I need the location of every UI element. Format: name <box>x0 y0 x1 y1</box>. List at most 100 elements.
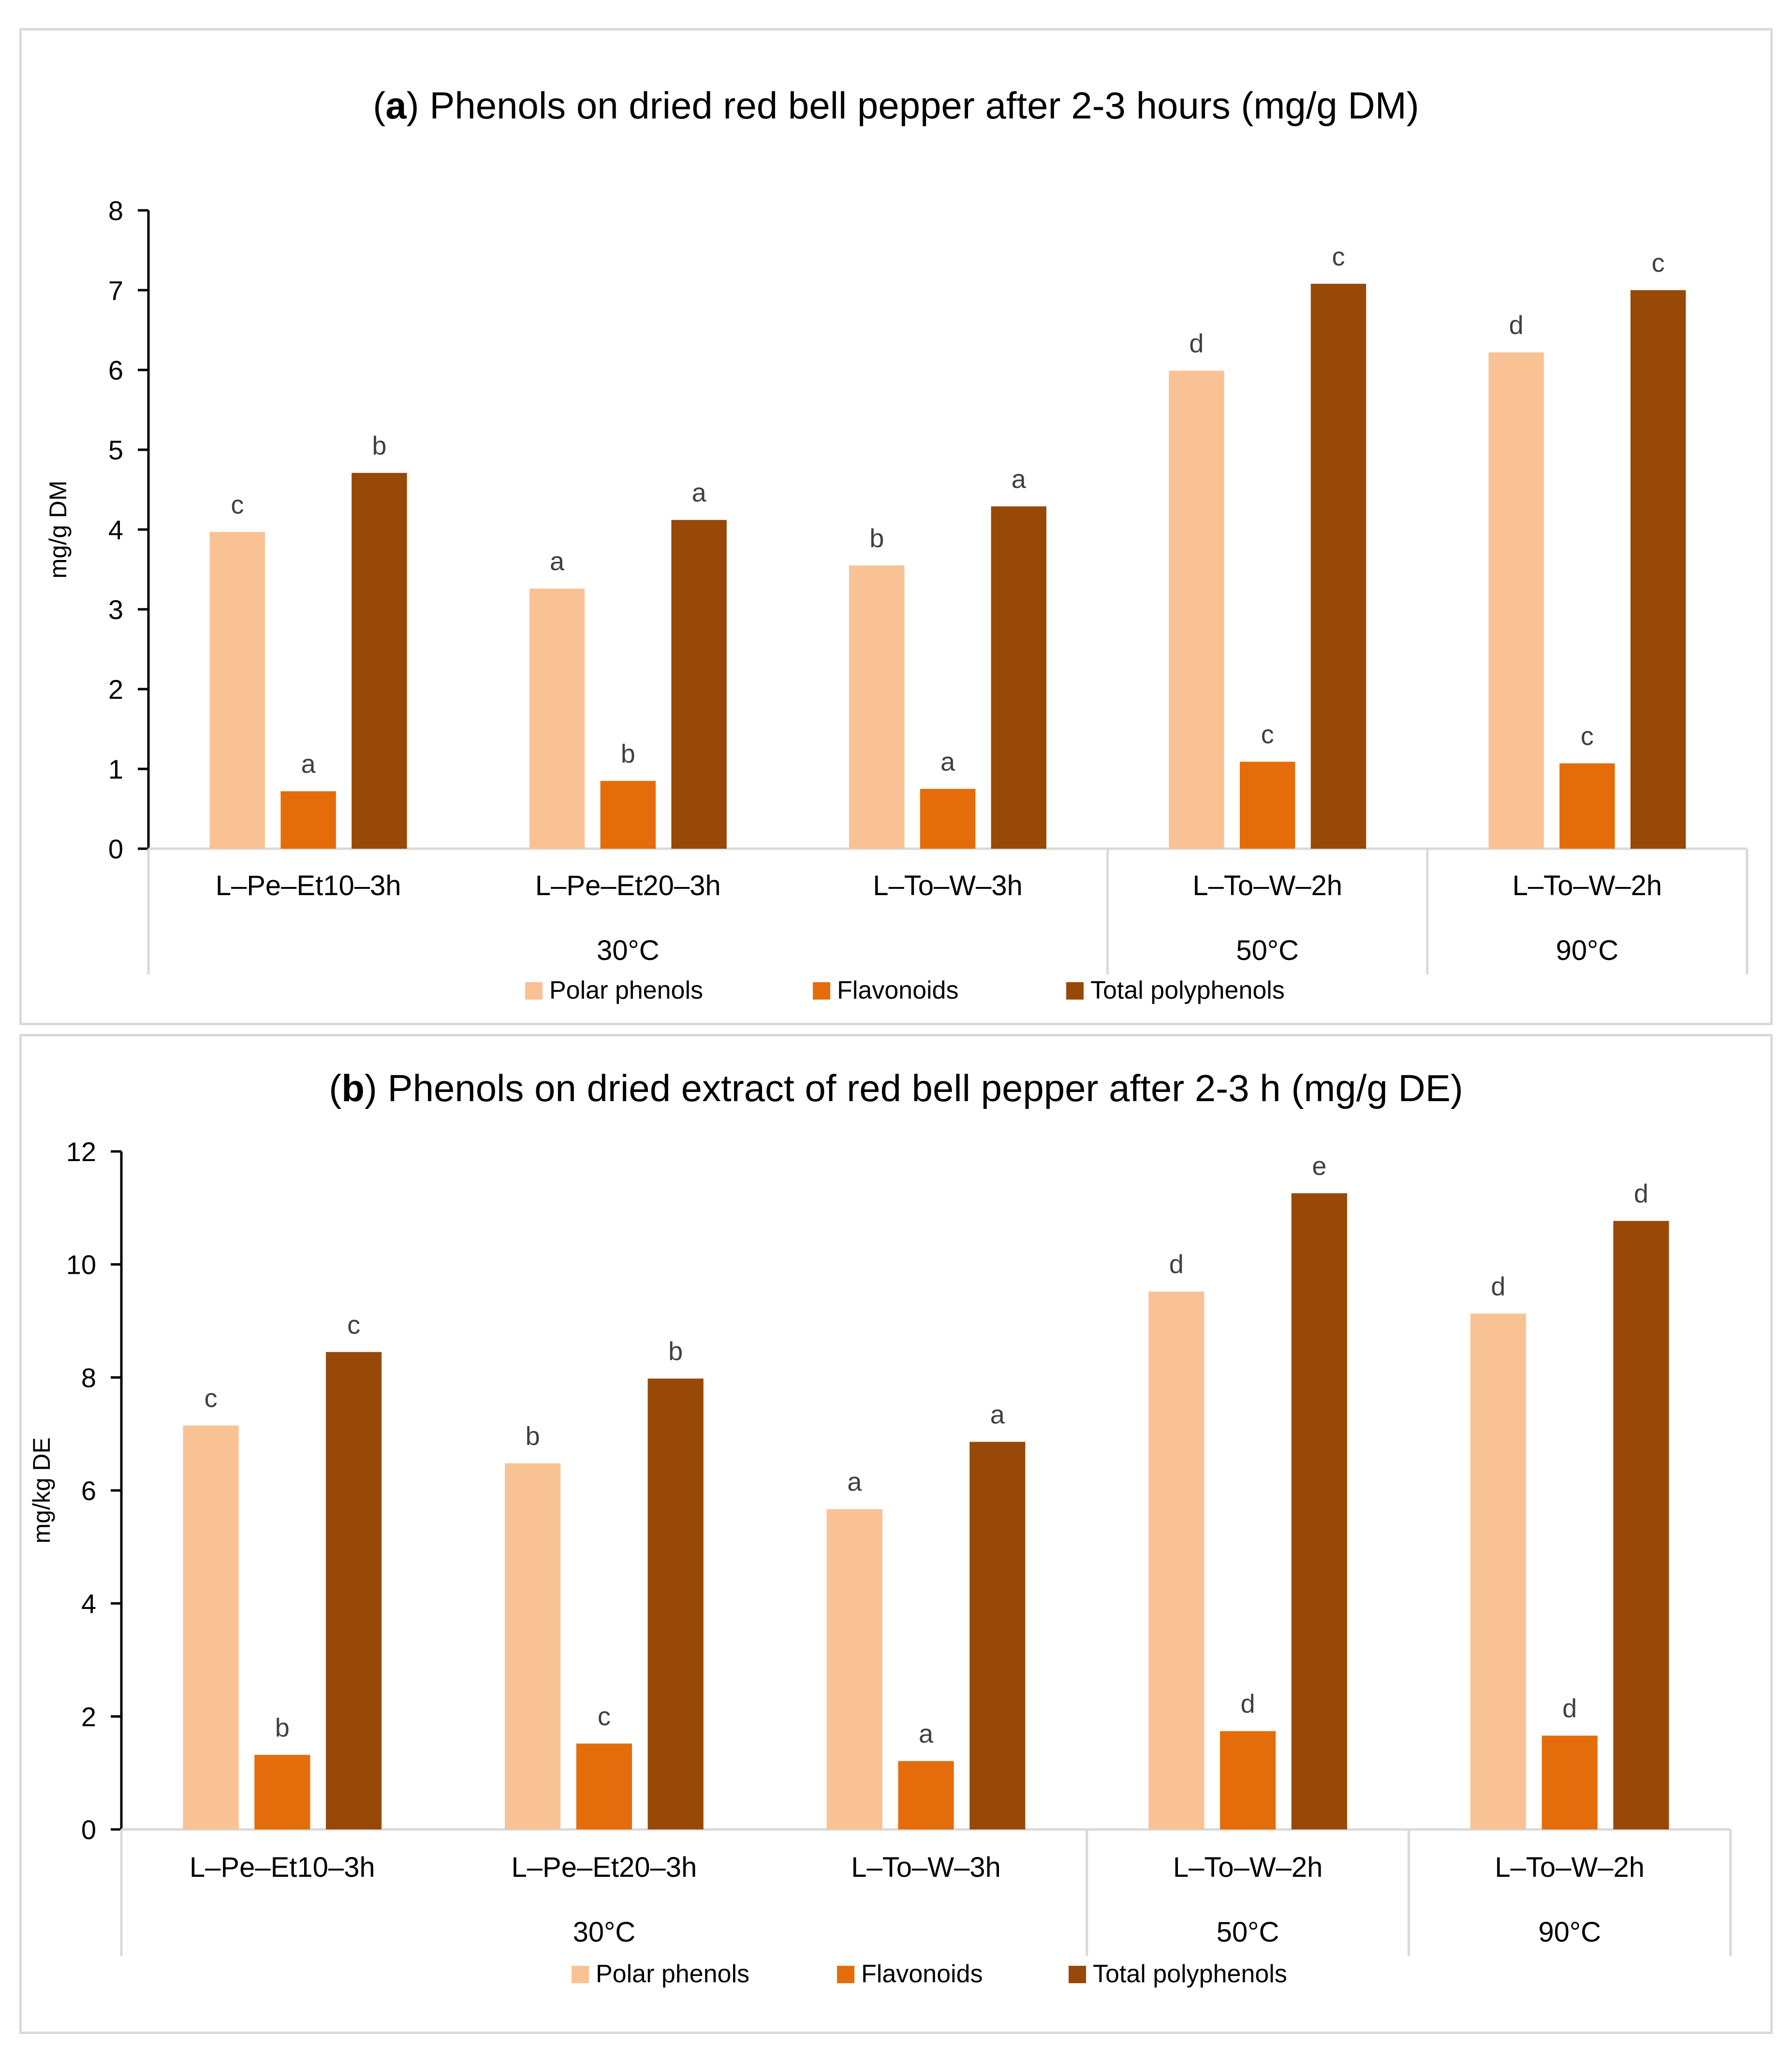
bar-polar-phenols <box>1488 352 1544 849</box>
significance-letter: d <box>1509 311 1524 340</box>
legend-swatch <box>1069 1966 1086 1983</box>
significance-letter: a <box>1012 465 1027 494</box>
bar-polar-phenols <box>826 1509 882 1829</box>
panel-letter: a <box>385 84 407 127</box>
significance-letter: d <box>1491 1272 1505 1301</box>
chart-b-svg: 0 2 4 6 8 10 12 mg/kg DE c b c L–Pe–Et10–3h b c b L–Pe–… <box>28 1136 1732 1988</box>
y-tick-label: 4 <box>108 515 123 545</box>
chart-a-svg: 0 1 2 3 4 5 6 7 8 mg/g DM c a b L–Pe–Et10–3h a b a L–Pe–E… <box>44 195 1748 1004</box>
chart-title-text: Phenols on dried extract of red bell pep… <box>387 1067 1463 1109</box>
legend-label: Total polyphenols <box>1090 976 1285 1004</box>
legend-swatch <box>1066 982 1084 1000</box>
significance-letter: d <box>1562 1694 1577 1723</box>
chart-panel-a: (a) Phenols on dried red bell pepper aft… <box>19 28 1773 1025</box>
significance-letter: a <box>692 478 707 507</box>
x-group-label: 50°C <box>1236 935 1299 966</box>
bar-total-polyphenols <box>647 1378 704 1829</box>
significance-letter: c <box>347 1311 360 1340</box>
y-axis-title: mg/kg DE <box>28 1437 55 1544</box>
y-tick-label: 6 <box>81 1475 96 1506</box>
bar-flavonoids <box>254 1754 310 1829</box>
panel-letter: b <box>341 1067 365 1109</box>
significance-letter: c <box>598 1702 611 1731</box>
legend-swatch <box>572 1966 589 1983</box>
legend-swatch <box>813 982 830 1000</box>
x-category-label: L–To–W–2h <box>1513 870 1662 901</box>
bar-flavonoids <box>1240 762 1295 849</box>
bar-flavonoids <box>1220 1731 1276 1829</box>
significance-letter: a <box>847 1468 862 1497</box>
significance-letter: b <box>668 1337 683 1366</box>
y-axis-title: mg/g DM <box>44 481 72 579</box>
chart-title: (b) Phenols on dried extract of red bell… <box>329 1067 1463 1109</box>
bar-polar-phenols <box>1470 1313 1527 1829</box>
bar-flavonoids <box>920 789 976 849</box>
bar-total-polyphenols <box>1613 1221 1669 1829</box>
bar-polar-phenols <box>1169 370 1224 849</box>
significance-letter: a <box>919 1720 934 1749</box>
x-group-label: 30°C <box>597 935 660 966</box>
bar-total-polyphenols <box>1291 1193 1347 1829</box>
significance-letter: c <box>1332 242 1345 271</box>
bar-polar-phenols <box>209 531 265 849</box>
bar-flavonoids <box>600 781 656 849</box>
legend-label: Flavonoids <box>861 1960 983 1988</box>
bar-total-polyphenols <box>671 520 727 849</box>
x-category-label: L–To–W–2h <box>1495 1852 1645 1883</box>
bar-polar-phenols <box>529 589 585 849</box>
legend-swatch <box>837 1966 854 1983</box>
x-category-label: L–To–W–2h <box>1173 1852 1323 1883</box>
significance-letter: a <box>940 747 955 776</box>
y-tick-label: 0 <box>81 1814 96 1845</box>
significance-letter: a <box>550 547 565 576</box>
significance-letter: b <box>372 431 386 460</box>
y-tick-label: 8 <box>81 1362 96 1393</box>
x-category-label: L–To–W–3h <box>851 1852 1001 1883</box>
bar-total-polyphenols <box>991 506 1046 849</box>
legend-swatch <box>525 982 543 1000</box>
bar-polar-phenols <box>1148 1291 1204 1829</box>
bar-flavonoids <box>898 1761 954 1829</box>
legend-label: Polar phenols <box>549 976 703 1004</box>
x-group-label: 50°C <box>1217 1916 1279 1948</box>
significance-letter: c <box>231 490 244 519</box>
bar-flavonoids <box>1542 1736 1598 1829</box>
bar-total-polyphenols <box>325 1352 382 1829</box>
x-category-label: L–To–W–2h <box>1192 870 1342 901</box>
bar-flavonoids <box>280 791 336 849</box>
y-tick-label: 7 <box>108 275 123 306</box>
significance-letter: b <box>869 524 884 553</box>
y-tick-label: 2 <box>108 674 123 705</box>
bar-flavonoids <box>1559 763 1615 849</box>
bar-total-polyphenols <box>969 1442 1026 1829</box>
significance-letter: c <box>1581 722 1594 751</box>
y-tick-label: 0 <box>108 834 123 864</box>
y-tick-label: 1 <box>108 754 123 784</box>
significance-letter: d <box>1169 1250 1184 1279</box>
x-category-label: L–Pe–Et10–3h <box>190 1852 375 1883</box>
x-category-label: L–To–W–3h <box>873 870 1023 901</box>
bar-total-polyphenols <box>352 472 407 849</box>
chart-panel-b: (b) Phenols on dried extract of red bell… <box>19 1034 1773 2034</box>
y-tick-label: 12 <box>66 1136 96 1167</box>
y-tick-label: 8 <box>108 195 123 226</box>
y-tick-label: 3 <box>108 594 123 625</box>
y-tick-label: 2 <box>81 1701 96 1732</box>
legend-label: Total polyphenols <box>1093 1960 1287 1988</box>
x-group-label: 90°C <box>1556 935 1619 966</box>
significance-letter: e <box>1312 1151 1326 1180</box>
bar-polar-phenols <box>505 1463 561 1829</box>
bar-total-polyphenols <box>1310 283 1366 849</box>
bar-total-polyphenols <box>1630 290 1686 849</box>
significance-letter: d <box>1189 329 1204 358</box>
x-category-label: L–Pe–Et20–3h <box>535 870 721 901</box>
y-tick-label: 10 <box>66 1250 96 1280</box>
significance-letter: c <box>1652 249 1665 278</box>
significance-letter: c <box>1261 720 1274 749</box>
x-category-label: L–Pe–Et20–3h <box>512 1852 697 1883</box>
y-tick-label: 5 <box>108 435 123 465</box>
x-group-label: 30°C <box>573 1916 636 1948</box>
significance-letter: a <box>301 750 316 779</box>
x-group-label: 90°C <box>1538 1916 1601 1948</box>
bar-polar-phenols <box>849 565 905 849</box>
